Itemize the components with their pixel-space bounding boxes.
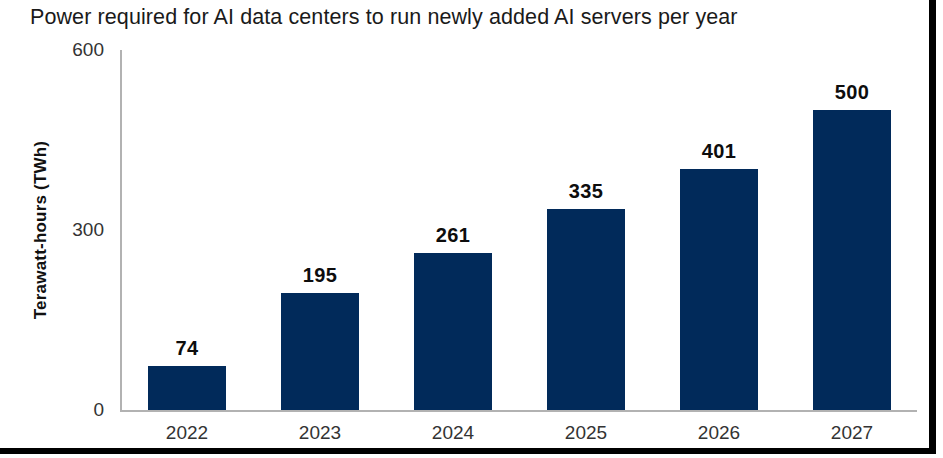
bar (148, 366, 226, 410)
x-axis-line (120, 410, 917, 412)
bar-value-label: 401 (659, 140, 779, 162)
bar-value-label: 195 (260, 264, 380, 286)
x-tick-label: 2025 (526, 422, 646, 444)
y-tick-label: 300 (48, 218, 104, 242)
bar-value-label: 335 (526, 180, 646, 202)
bar (547, 209, 625, 410)
screenshot-root: Power required for AI data centers to ru… (0, 0, 943, 458)
plot-area: 7420221952023261202433520254012026500202… (120, 50, 920, 410)
bar-value-label: 500 (792, 81, 912, 103)
bar-value-label: 261 (393, 224, 513, 246)
y-tick-label: 600 (48, 38, 104, 62)
x-tick-label: 2026 (659, 422, 779, 444)
x-tick-label: 2027 (792, 422, 912, 444)
figure-frame: Power required for AI data centers to ru… (0, 0, 936, 454)
x-tick-label: 2023 (260, 422, 380, 444)
bar (414, 253, 492, 410)
x-tick-label: 2022 (127, 422, 247, 444)
bar (281, 293, 359, 410)
bar (813, 110, 891, 410)
y-axis-line (120, 50, 122, 410)
chart-title: Power required for AI data centers to ru… (30, 5, 738, 30)
y-tick-label: 0 (48, 398, 104, 422)
bar-value-label: 74 (127, 337, 247, 359)
bar (680, 169, 758, 410)
x-tick-label: 2024 (393, 422, 513, 444)
